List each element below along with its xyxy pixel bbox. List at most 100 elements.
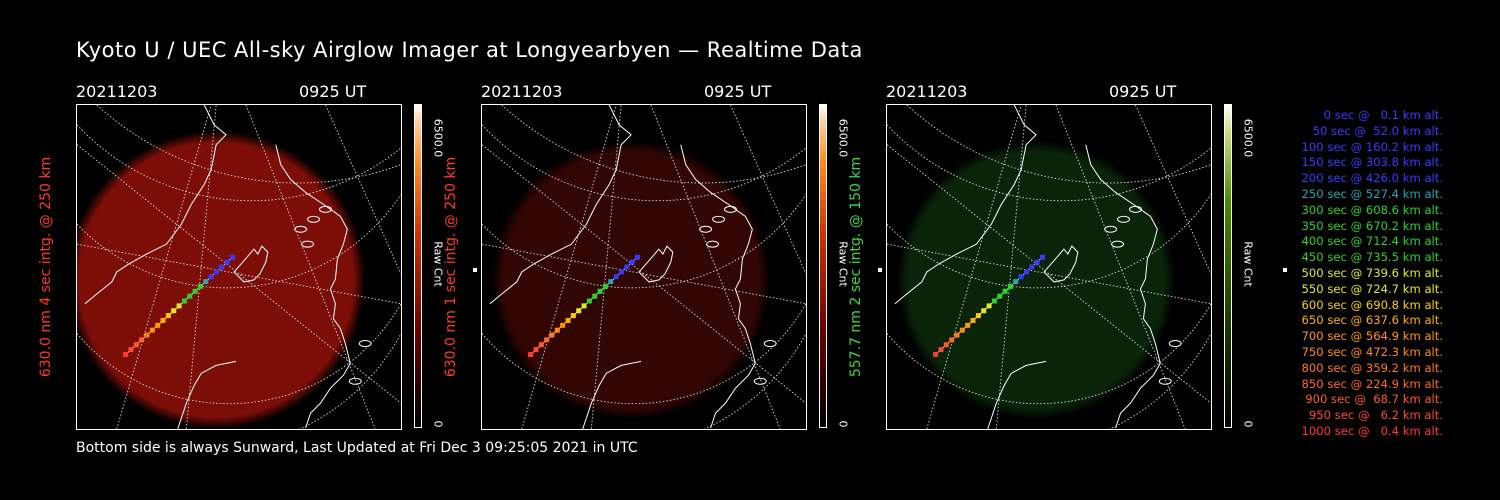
trajectory-point (181, 298, 187, 304)
airglow-disk (491, 140, 771, 420)
island (307, 215, 320, 223)
edge-marker (878, 268, 882, 272)
trajectory-point (565, 317, 571, 323)
page-title: Kyoto U / UEC All-sky Airglow Imager at … (76, 38, 863, 62)
trajectory-point (230, 254, 236, 260)
island (1168, 340, 1182, 348)
grid-line (482, 124, 806, 202)
grid-line (116, 105, 212, 429)
island (763, 340, 777, 348)
trajectory-point (581, 303, 587, 309)
trajectory-point (965, 322, 971, 328)
island (301, 240, 315, 248)
legend-entry: 150 sec @ 303.8 km alt. (1301, 155, 1443, 170)
coastline (680, 144, 756, 429)
island (348, 377, 362, 385)
legend-entry: 400 sec @ 712.4 km alt. (1301, 234, 1443, 249)
trajectory-point (618, 269, 624, 275)
island (699, 225, 713, 233)
colorbar-max-label: 6500.0 (431, 118, 445, 158)
trajectory-point (133, 342, 139, 348)
legend-entry: 50 sec @ 52.0 km alt. (1312, 123, 1443, 138)
island (712, 215, 725, 223)
colorbar (414, 104, 422, 428)
coastline (275, 144, 351, 429)
trajectory-point (1002, 288, 1008, 294)
coastline (489, 105, 632, 305)
coastline (84, 105, 227, 305)
trajectory-point (586, 298, 592, 304)
grid-line (77, 303, 401, 405)
grid-line (1135, 105, 1211, 275)
legend-entry: 850 sec @ 224.9 km alt. (1301, 376, 1443, 391)
island (358, 340, 372, 348)
legend-entry: 650 sec @ 637.6 km alt. (1301, 313, 1443, 328)
legend-entry: 350 sec @ 670.2 km alt. (1301, 218, 1443, 233)
imager-panel-3: 20211203 0925 UT 557.7 nm 2 sec intg. @ 15… (848, 82, 1287, 434)
trajectory-point (224, 259, 230, 265)
panel-time: 0925 UT (299, 82, 367, 101)
trajectory-point (570, 313, 576, 319)
panel-ylabel: 557.7 nm 2 sec intg. @ 150 km (848, 156, 864, 378)
trajectory-point (171, 308, 177, 314)
island (753, 377, 767, 385)
legend-entry: 700 sec @ 564.9 km alt. (1301, 329, 1443, 344)
trajectory-point (128, 347, 134, 353)
trajectory-point (991, 298, 997, 304)
legend-entry: 100 sec @ 160.2 km alt. (1301, 139, 1443, 154)
trajectory-point (139, 337, 145, 343)
trajectory-point (938, 347, 944, 353)
colorbar (1224, 104, 1232, 428)
trajectory-point (933, 351, 939, 357)
edge-marker (473, 268, 477, 272)
trajectory-point (219, 264, 225, 270)
trajectory-point (949, 337, 955, 343)
island (1111, 240, 1125, 248)
legend-entry: 900 sec @ 68.7 km alt. (1305, 392, 1443, 407)
coastline (177, 360, 237, 429)
trajectory-point (975, 313, 981, 319)
colorbar (819, 104, 827, 428)
trajectory-point (970, 317, 976, 323)
grid-line (77, 124, 401, 202)
allsky-map (886, 104, 1212, 430)
legend-entry: 1000 sec @ 0.4 km alt. (1301, 423, 1443, 438)
grid-line (887, 303, 1211, 405)
island (319, 205, 332, 213)
trajectory-point (203, 279, 209, 285)
colorbar-max-label: 6500.0 (836, 118, 850, 158)
grid-line (482, 303, 806, 405)
allsky-map (481, 104, 807, 430)
trajectory-point (165, 313, 171, 319)
grid-line (482, 144, 806, 404)
colorbar-min-label: 0 (836, 420, 850, 428)
trajectory-point (1040, 254, 1046, 260)
grid-line (730, 105, 806, 275)
legend-entry: 800 sec @ 359.2 km alt. (1301, 360, 1443, 375)
trajectory-point (597, 288, 603, 294)
grid-line (325, 105, 401, 275)
allsky-map (76, 104, 402, 430)
grid-line (887, 124, 1211, 202)
trajectory-point (624, 264, 630, 270)
footer-status: Bottom side is always Sunward, Last Upda… (76, 440, 638, 456)
panel-time: 0925 UT (704, 82, 772, 101)
trajectory-point (602, 283, 608, 289)
coastline (582, 360, 642, 429)
grid-line (650, 105, 781, 429)
trajectory-point (959, 327, 965, 333)
trajectory-point (176, 303, 182, 309)
island (706, 240, 720, 248)
colorbar-min-label: 0 (1241, 420, 1255, 428)
grid-line (926, 105, 1022, 429)
legend-entry: 500 sec @ 739.6 km alt. (1301, 265, 1443, 280)
coastline (987, 360, 1047, 429)
grid-line (77, 144, 401, 404)
legend-entry: 250 sec @ 527.4 km alt. (1301, 186, 1443, 201)
trajectory-point (538, 342, 544, 348)
trajectory-point (576, 308, 582, 314)
coastline (1043, 245, 1079, 283)
legend-entry: 950 sec @ 6.2 km alt. (1308, 408, 1443, 423)
trajectory-point (635, 254, 641, 260)
island (1117, 215, 1131, 223)
